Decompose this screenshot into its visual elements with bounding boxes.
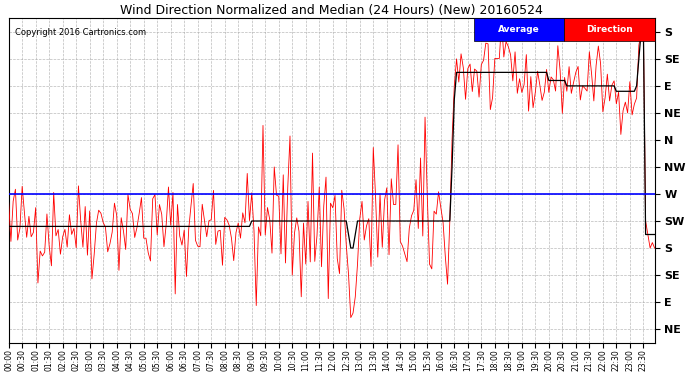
Bar xyxy=(564,18,655,41)
Text: Average: Average xyxy=(498,25,540,34)
Title: Wind Direction Normalized and Median (24 Hours) (New) 20160524: Wind Direction Normalized and Median (24… xyxy=(120,4,543,17)
Text: Direction: Direction xyxy=(586,25,633,34)
Text: Copyright 2016 Cartronics.com: Copyright 2016 Cartronics.com xyxy=(15,28,146,37)
Bar xyxy=(474,18,564,41)
